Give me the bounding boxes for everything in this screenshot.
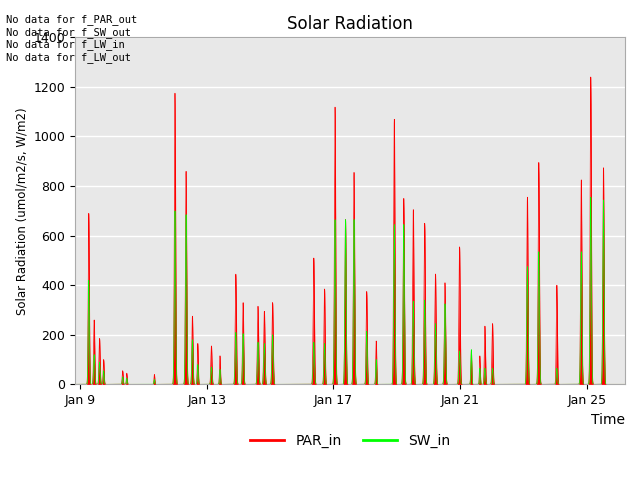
- X-axis label: Time: Time: [591, 413, 625, 427]
- Y-axis label: Solar Radiation (umol/m2/s, W/m2): Solar Radiation (umol/m2/s, W/m2): [15, 107, 28, 315]
- Title: Solar Radiation: Solar Radiation: [287, 15, 413, 33]
- Legend: PAR_in, SW_in: PAR_in, SW_in: [244, 429, 456, 454]
- Text: No data for f_PAR_out
No data for f_SW_out
No data for f_LW_in
No data for f_LW_: No data for f_PAR_out No data for f_SW_o…: [6, 14, 138, 63]
